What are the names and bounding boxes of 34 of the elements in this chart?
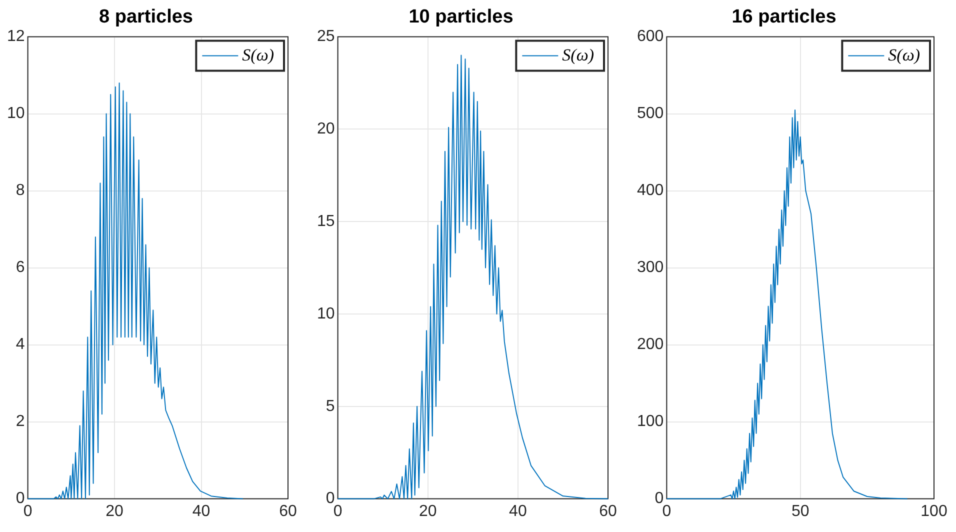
y-tick-label: 600 bbox=[636, 28, 664, 46]
y-tick-label: 20 bbox=[317, 120, 335, 138]
legend-label: S(ω) bbox=[242, 45, 274, 64]
y-tick-label: 10 bbox=[317, 305, 335, 322]
x-tick-label: 50 bbox=[791, 502, 810, 520]
y-tick-label: 0 bbox=[16, 490, 25, 508]
y-tick-label: 200 bbox=[636, 336, 664, 354]
y-tick-label: 0 bbox=[654, 490, 664, 508]
y-tick-label: 4 bbox=[16, 336, 25, 354]
y-tick-label: 2 bbox=[16, 413, 25, 430]
legend-label: S(ω) bbox=[562, 45, 594, 64]
x-tick-label: 40 bbox=[192, 502, 210, 520]
y-tick-label: 6 bbox=[16, 259, 25, 276]
x-tick-label: 20 bbox=[106, 502, 124, 520]
y-tick-label: 25 bbox=[317, 28, 335, 46]
y-tick-label: 300 bbox=[636, 259, 664, 276]
x-tick-label: 100 bbox=[920, 502, 948, 520]
y-tick-label: 100 bbox=[636, 413, 664, 430]
y-tick-label: 0 bbox=[326, 490, 335, 508]
y-tick-label: 400 bbox=[636, 182, 664, 200]
x-tick-label: 20 bbox=[418, 502, 437, 520]
y-tick-label: 12 bbox=[7, 28, 25, 46]
x-tick-label: 60 bbox=[279, 502, 297, 520]
x-tick-label: 40 bbox=[509, 502, 527, 520]
chart-title: 8 particles bbox=[99, 6, 193, 28]
y-tick-label: 15 bbox=[317, 213, 335, 230]
y-tick-label: 500 bbox=[636, 105, 664, 122]
legend-label: S(ω) bbox=[888, 45, 920, 64]
chart-title: 10 particles bbox=[408, 6, 514, 28]
y-tick-label: 5 bbox=[326, 398, 335, 415]
y-tick-label: 8 bbox=[16, 182, 25, 200]
x-tick-label: 60 bbox=[599, 502, 617, 520]
y-tick-label: 10 bbox=[7, 105, 25, 122]
chart-title: 16 particles bbox=[732, 6, 836, 28]
